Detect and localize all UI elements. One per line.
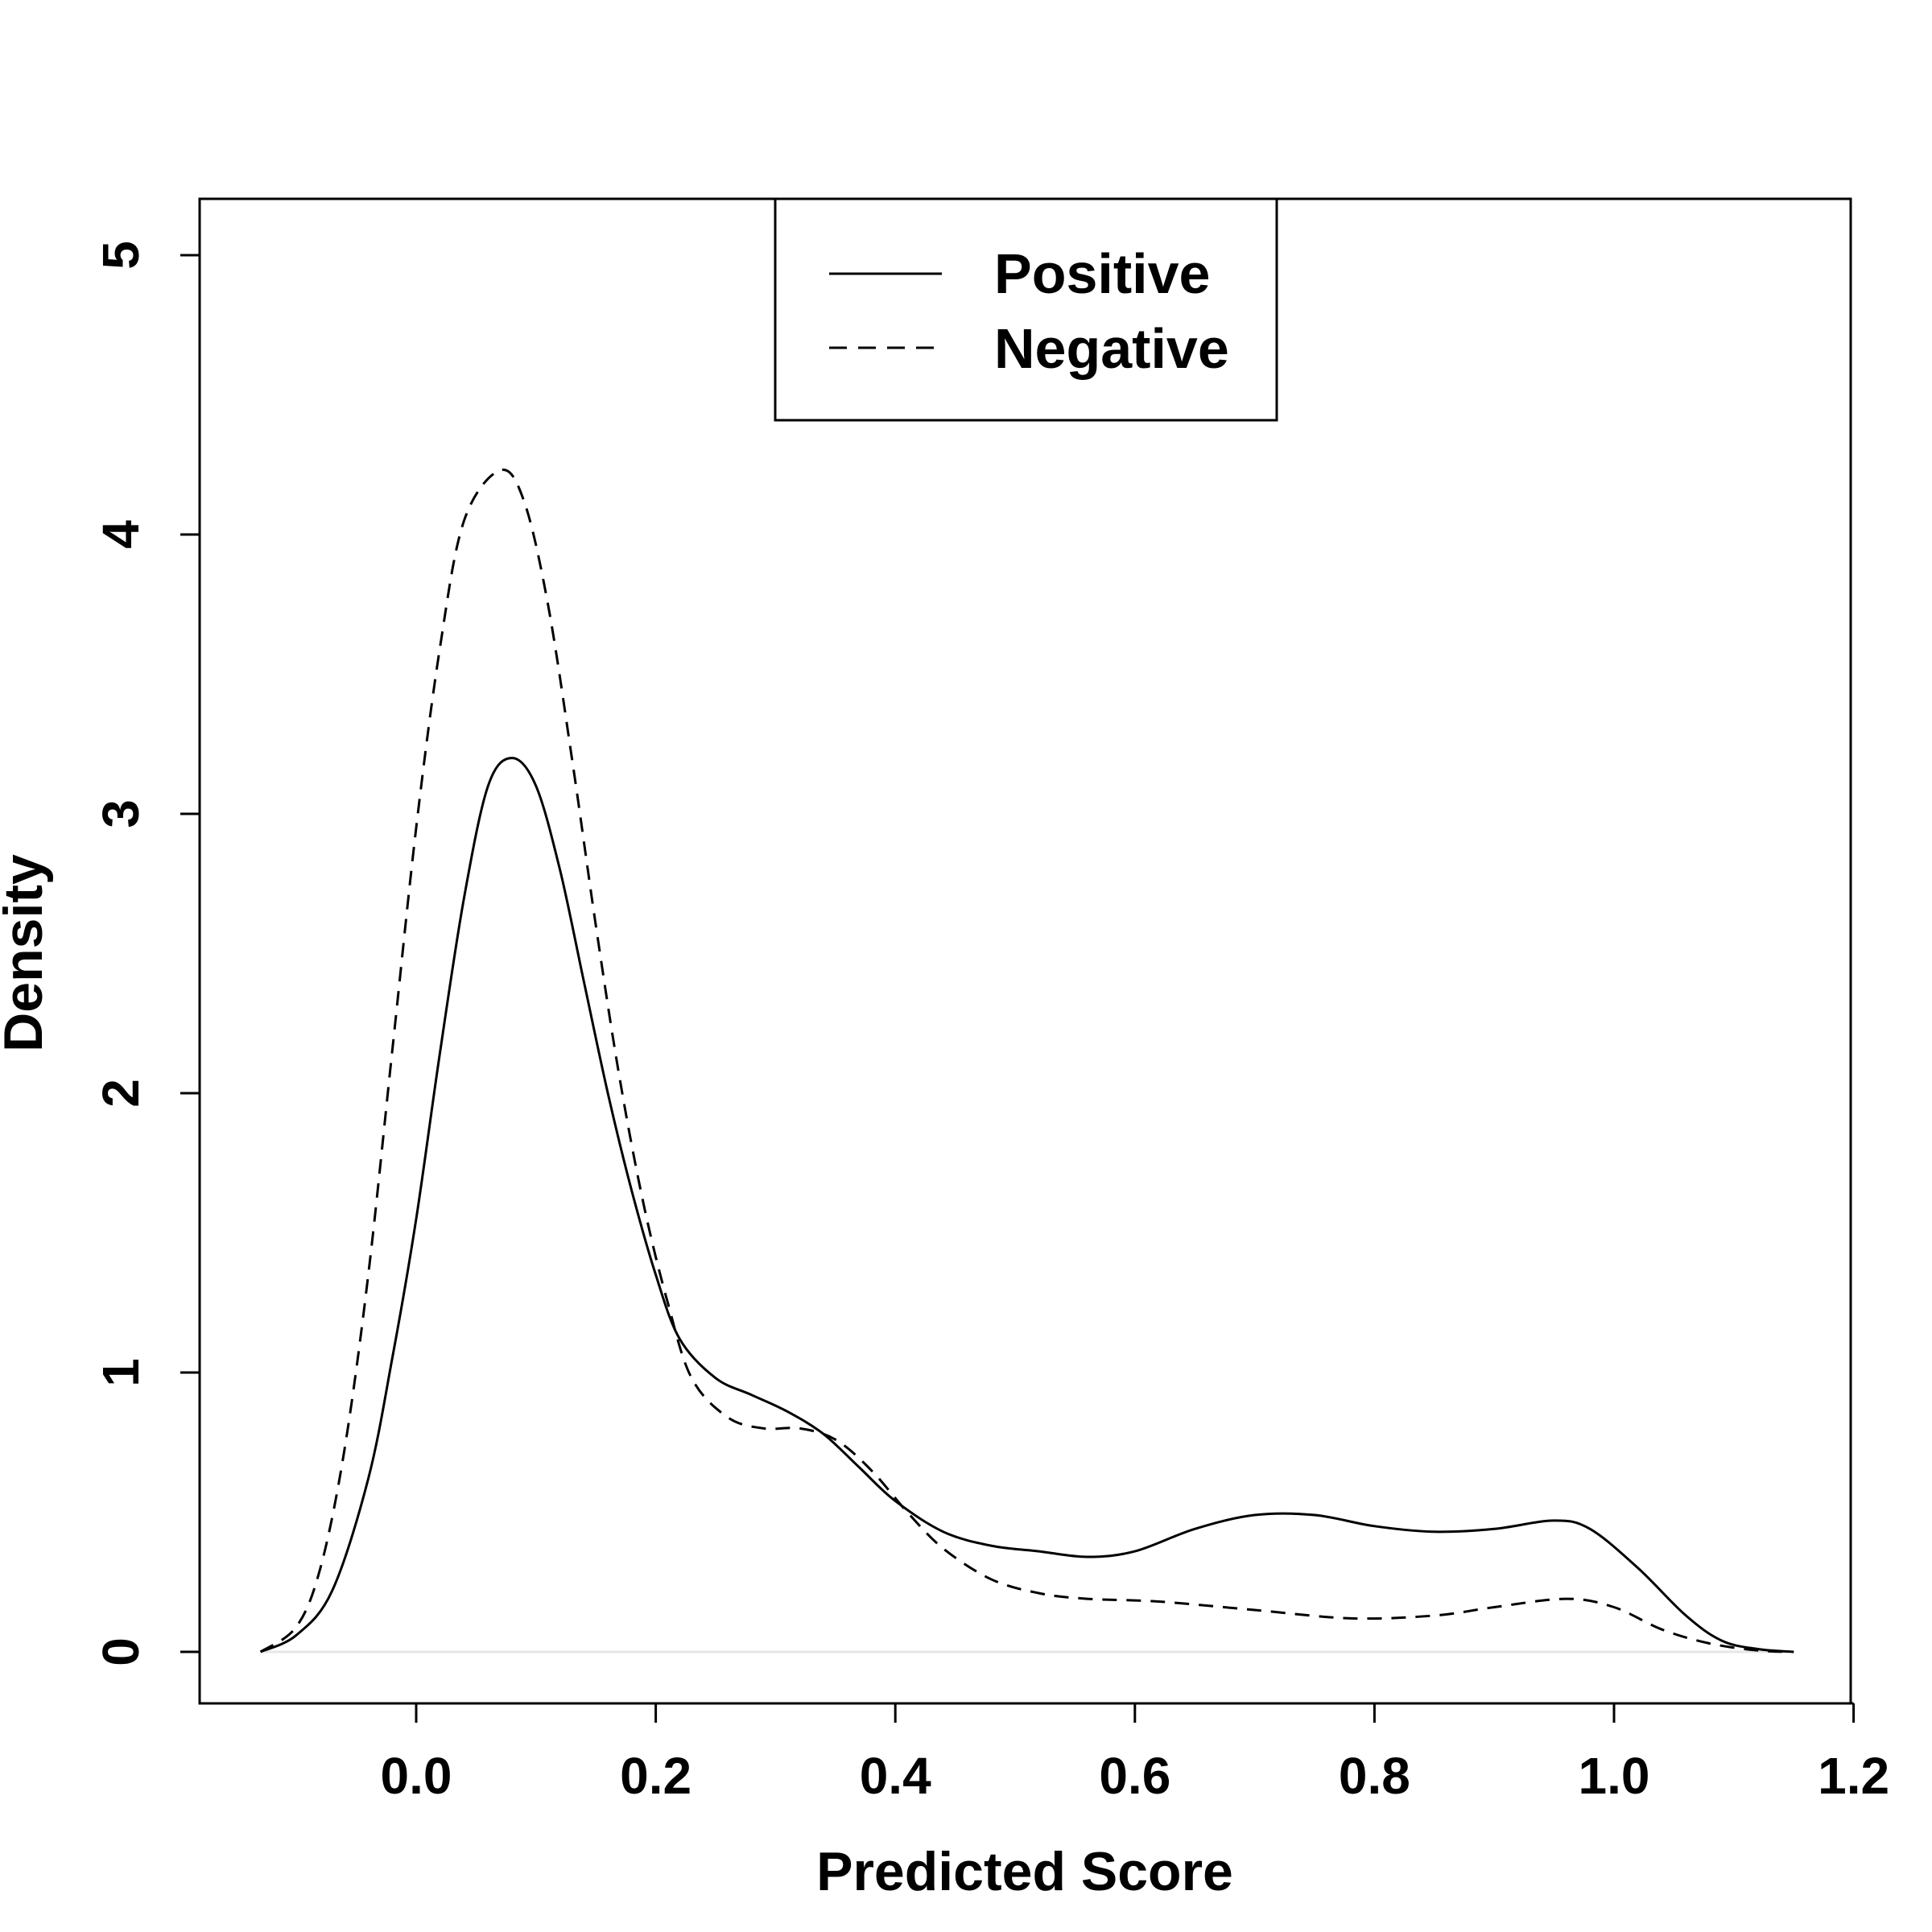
y-axis: 0 1 2 3 4 5 [92,241,201,1666]
legend-label-negative: Negative [994,317,1229,380]
legend-label-positive: Positive [994,242,1210,305]
y-tick-label: 1 [92,1358,150,1387]
x-tick-label: 1.0 [1579,1747,1650,1805]
y-tick-label: 0 [92,1637,150,1666]
series-line-negative [259,469,1794,1653]
x-axis: 0.0 0.2 0.4 0.6 0.8 1.0 1.2 [381,1702,1889,1805]
y-tick-label: 3 [92,799,150,828]
x-tick-label: 0.8 [1339,1747,1410,1805]
plot-frame [198,197,1852,1705]
legend: Positive Negative [774,197,1278,422]
series-group [259,469,1794,1653]
x-tick-label: 1.2 [1818,1747,1889,1805]
x-tick-label: 0.0 [381,1747,452,1805]
y-tick-label: 2 [92,1079,150,1108]
x-tick-label: 0.6 [1099,1747,1170,1805]
series-line-positive [259,757,1794,1653]
x-tick-label: 0.2 [620,1747,691,1805]
x-axis-title: Predicted Score [816,1841,1233,1902]
legend-box [774,197,1278,422]
x-tick-label: 0.4 [860,1747,931,1805]
y-axis-title: Density [0,854,54,1052]
y-tick-label: 4 [92,520,150,549]
y-tick-label: 5 [92,241,150,270]
